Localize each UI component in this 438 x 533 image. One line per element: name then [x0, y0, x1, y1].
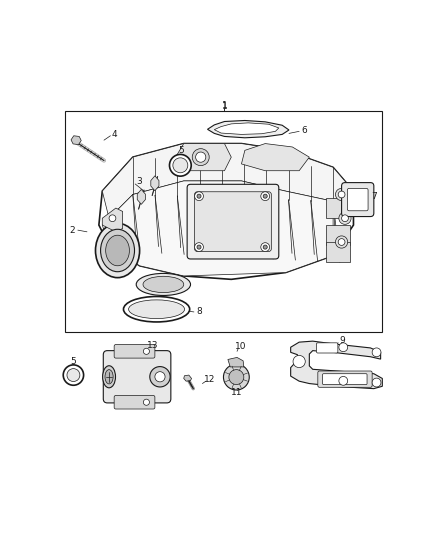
Text: 9: 9 — [340, 336, 346, 345]
Circle shape — [342, 215, 348, 222]
Text: 13: 13 — [148, 341, 159, 350]
Circle shape — [143, 348, 149, 354]
Ellipse shape — [101, 229, 134, 272]
Ellipse shape — [106, 235, 130, 266]
Bar — [326, 225, 350, 245]
Text: 7: 7 — [371, 192, 377, 201]
Bar — [65, 111, 382, 332]
Circle shape — [170, 155, 191, 176]
Polygon shape — [228, 358, 244, 367]
Circle shape — [109, 215, 116, 222]
Circle shape — [194, 192, 203, 200]
FancyBboxPatch shape — [194, 192, 271, 252]
Polygon shape — [137, 189, 145, 204]
Polygon shape — [241, 143, 309, 171]
Text: 3: 3 — [136, 177, 142, 187]
Ellipse shape — [105, 370, 113, 384]
Ellipse shape — [124, 296, 190, 322]
Polygon shape — [214, 123, 279, 134]
FancyBboxPatch shape — [187, 184, 279, 259]
Text: 11: 11 — [231, 388, 243, 397]
Polygon shape — [102, 232, 123, 256]
Text: 8: 8 — [196, 308, 202, 317]
FancyBboxPatch shape — [342, 183, 374, 216]
Text: 2: 2 — [70, 225, 75, 235]
Polygon shape — [173, 143, 231, 171]
Circle shape — [150, 367, 170, 387]
Ellipse shape — [95, 223, 140, 278]
FancyBboxPatch shape — [322, 374, 367, 385]
Circle shape — [173, 158, 188, 173]
Ellipse shape — [136, 273, 191, 295]
Polygon shape — [99, 143, 353, 279]
Circle shape — [197, 245, 201, 249]
Circle shape — [263, 245, 267, 249]
Circle shape — [63, 365, 84, 385]
Polygon shape — [102, 143, 353, 218]
Circle shape — [223, 364, 249, 390]
Text: 4: 4 — [111, 130, 117, 139]
Polygon shape — [184, 375, 191, 381]
Circle shape — [339, 343, 348, 352]
Circle shape — [336, 236, 348, 248]
Ellipse shape — [143, 276, 184, 293]
Polygon shape — [208, 120, 289, 138]
Circle shape — [67, 369, 80, 382]
Circle shape — [143, 399, 149, 405]
FancyBboxPatch shape — [114, 344, 155, 358]
Circle shape — [372, 378, 381, 387]
FancyBboxPatch shape — [347, 188, 368, 211]
Circle shape — [338, 191, 345, 198]
Bar — [326, 242, 350, 262]
FancyBboxPatch shape — [317, 343, 338, 353]
Text: 10: 10 — [235, 342, 247, 351]
Circle shape — [372, 348, 381, 357]
Polygon shape — [102, 208, 123, 232]
Polygon shape — [291, 341, 382, 389]
Circle shape — [194, 243, 203, 252]
Text: 6: 6 — [301, 126, 307, 135]
Text: 5: 5 — [71, 357, 76, 366]
Circle shape — [336, 188, 348, 200]
Circle shape — [261, 192, 270, 200]
Polygon shape — [102, 181, 333, 276]
FancyBboxPatch shape — [114, 395, 155, 409]
Circle shape — [197, 194, 201, 198]
Circle shape — [293, 356, 305, 368]
Ellipse shape — [102, 366, 116, 388]
Circle shape — [229, 370, 244, 385]
Circle shape — [339, 376, 348, 385]
Polygon shape — [71, 136, 81, 144]
Circle shape — [155, 372, 165, 382]
Text: 12: 12 — [204, 375, 215, 384]
Text: 5: 5 — [178, 146, 184, 155]
Polygon shape — [151, 176, 159, 191]
Text: 1: 1 — [222, 101, 227, 110]
Circle shape — [192, 149, 209, 166]
Text: 1: 1 — [222, 102, 227, 111]
Circle shape — [261, 243, 270, 252]
Ellipse shape — [129, 300, 184, 319]
FancyBboxPatch shape — [103, 351, 171, 403]
Circle shape — [109, 239, 116, 245]
Circle shape — [263, 194, 267, 198]
Circle shape — [338, 239, 345, 245]
Bar — [326, 198, 350, 218]
Circle shape — [196, 152, 206, 162]
FancyBboxPatch shape — [318, 371, 372, 387]
Circle shape — [339, 212, 351, 224]
